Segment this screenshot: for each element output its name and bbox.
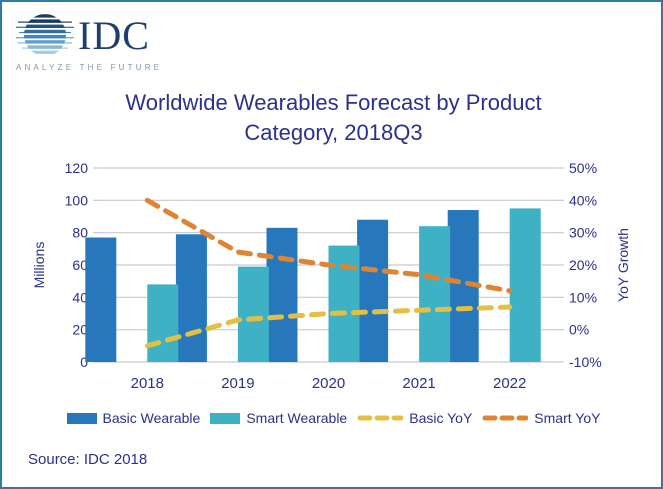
idc-globe-icon xyxy=(16,14,74,54)
legend-label: Smart Wearable xyxy=(246,410,348,426)
legend-swatch-dash xyxy=(357,415,404,421)
legend-item-smart-yoy: Smart YoY xyxy=(482,410,600,426)
right-axis-tick-label: 40% xyxy=(569,192,597,208)
legend-label: Basic Wearable xyxy=(102,410,201,426)
legend-swatch-bar xyxy=(66,412,97,424)
right-axis-tick-label: 20% xyxy=(569,257,597,273)
chart-title: Worldwide Wearables Forecast by Product … xyxy=(2,88,663,148)
right-axis-tick-label: 30% xyxy=(569,225,597,241)
bar-smart-wearable-2019 xyxy=(237,266,269,362)
idc-brand-text: IDC xyxy=(78,13,150,58)
left-axis-tick-label: 40 xyxy=(72,289,88,305)
x-axis-label-2019: 2019 xyxy=(221,375,254,392)
line-smart-yoy xyxy=(144,197,513,294)
idc-tagline: ANALYZE THE FUTURE xyxy=(16,63,163,72)
line-basic-yoy xyxy=(144,304,513,349)
bar-basic-wearable-2021 xyxy=(357,219,389,362)
right-axis-tick-label: 50% xyxy=(569,160,597,176)
left-axis-tick-label: 60 xyxy=(72,257,88,273)
idc-logo: IDC ANALYZE THE FUTURE xyxy=(16,12,216,72)
legend-swatch-bar xyxy=(210,412,241,424)
legend-label: Basic YoY xyxy=(409,410,473,426)
legend-item-basic-yoy: Basic YoY xyxy=(357,410,472,426)
legend-swatch-dash xyxy=(482,415,529,421)
legend-item-smart-wearable: Smart Wearable xyxy=(210,410,347,426)
left-axis-title: Millions xyxy=(31,242,47,289)
right-axis-tick-label: 0% xyxy=(569,322,589,338)
bar-basic-wearable-2019 xyxy=(175,234,207,362)
right-axis-title: YoY Growth xyxy=(615,228,631,302)
right-axis-tick-label: 10% xyxy=(569,289,597,305)
chart-legend: Basic Wearable Smart Wearable Basic YoY Sma… xyxy=(2,410,663,426)
left-axis-tick-label: 120 xyxy=(65,160,89,176)
legend-item-basic-wearable: Basic Wearable xyxy=(66,410,201,426)
right-axis-tick-label: -10% xyxy=(569,354,602,370)
bar-basic-wearable-2020 xyxy=(266,227,298,362)
left-axis-tick-label: 20 xyxy=(72,322,88,338)
chart-title-line1: Worldwide Wearables Forecast by Product xyxy=(125,90,542,115)
bar-smart-wearable-2022 xyxy=(509,208,541,362)
bar-basic-wearable-2018 xyxy=(85,237,117,362)
source-note: Source: IDC 2018 xyxy=(28,451,148,468)
left-axis-tick-label: 80 xyxy=(72,225,88,241)
x-axis-label-2018: 2018 xyxy=(131,375,164,392)
x-axis-label-2021: 2021 xyxy=(402,375,435,392)
x-axis-label-2022: 2022 xyxy=(493,375,526,392)
chart-plot-area: 0 -10% 20 0% 40 10% 60 20% 80 30% 100 40% 120 50% Mill… xyxy=(31,160,631,392)
left-axis-tick-label: 100 xyxy=(65,192,89,208)
bar-smart-wearable-2018 xyxy=(147,284,179,362)
legend-label: Smart YoY xyxy=(534,410,601,426)
chart-title-line2: Category, 2018Q3 xyxy=(244,120,423,145)
x-axis-label-2020: 2020 xyxy=(312,375,345,392)
left-axis-tick-label: 0 xyxy=(80,354,88,370)
bar-smart-wearable-2021 xyxy=(419,226,451,362)
